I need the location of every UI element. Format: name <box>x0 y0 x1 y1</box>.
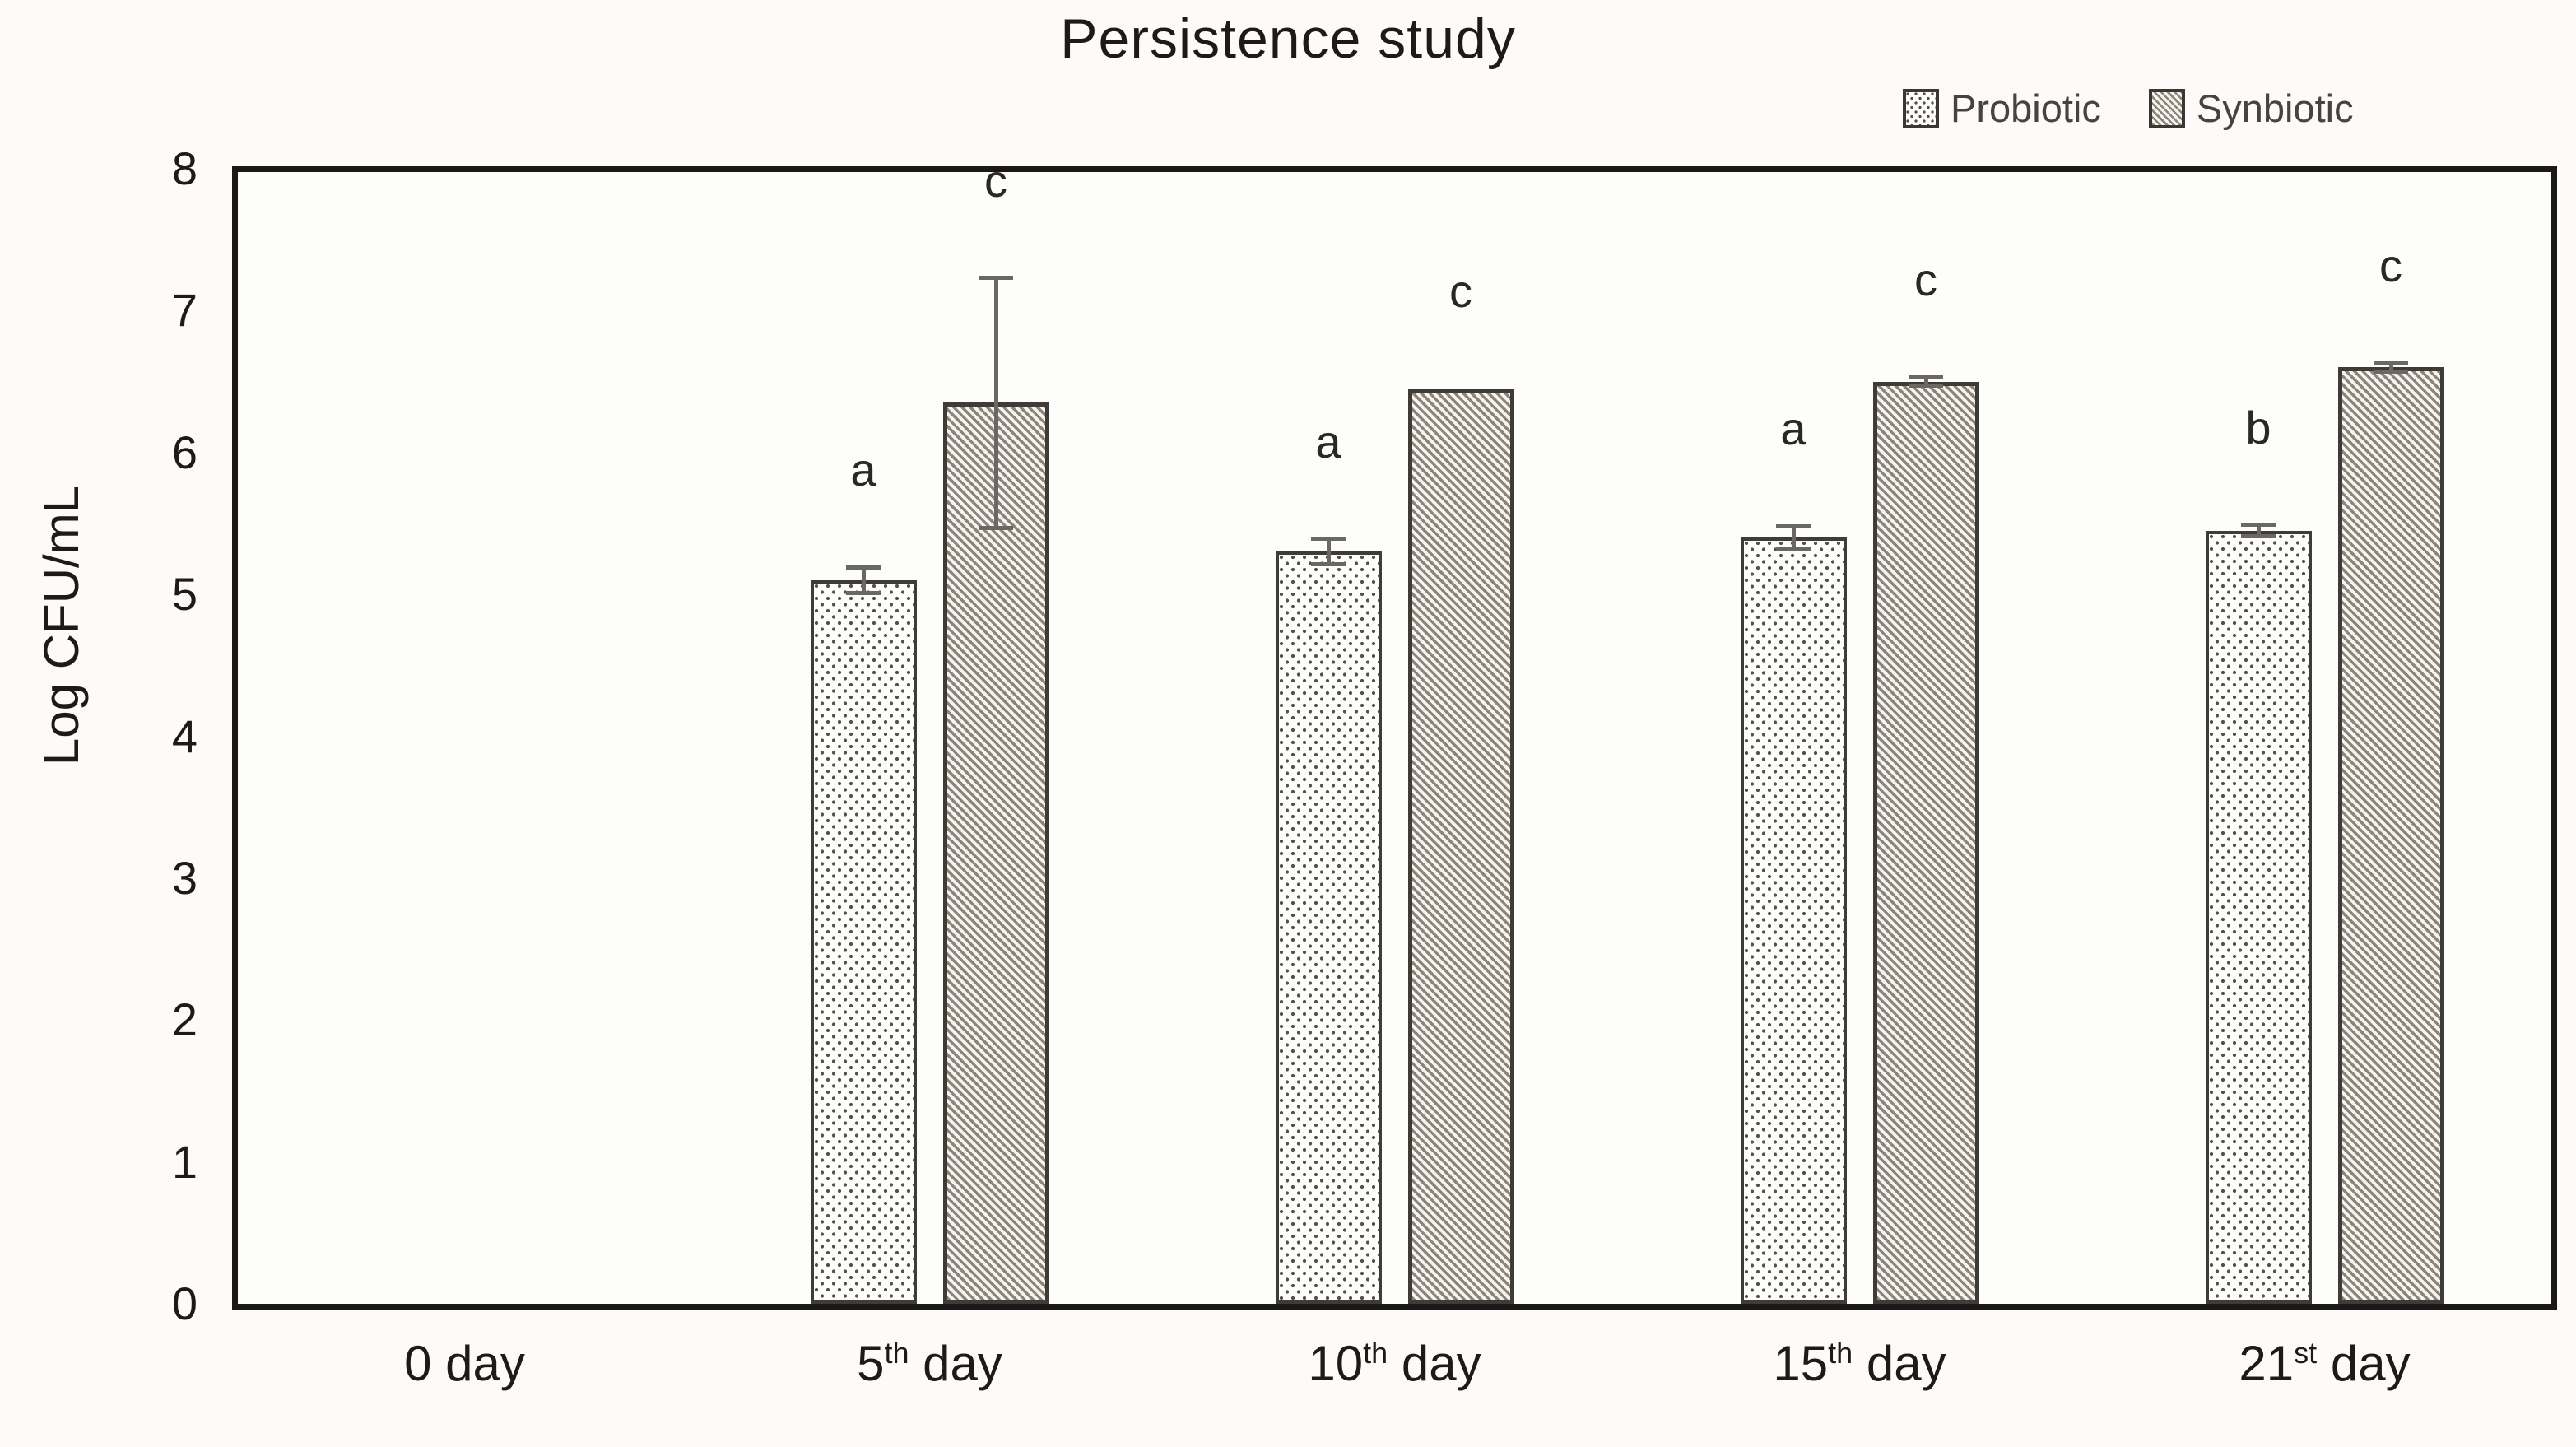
x-tick-label: 0 day <box>404 1336 525 1391</box>
error-bar-cap <box>846 565 881 570</box>
legend-item-synbiotic: Synbiotic <box>2148 86 2354 131</box>
error-bar-cap <box>1311 562 1346 567</box>
probiotic-swatch-icon <box>1903 88 1939 128</box>
synbiotic-swatch-icon <box>2148 88 2185 128</box>
error-bar-cap <box>846 590 881 595</box>
significance-letter: a <box>850 444 876 496</box>
error-bar-cap <box>1776 523 1811 528</box>
error-bar <box>2388 363 2393 372</box>
error-bar-cap <box>1909 375 1943 379</box>
y-tick-label: 4 <box>171 710 198 762</box>
significance-letter: c <box>984 154 1007 207</box>
legend: Probiotic Synbiotic <box>1903 86 2354 131</box>
error-bar-cap <box>2241 523 2276 528</box>
x-tick-label: 5th day <box>857 1336 1002 1391</box>
y-tick-label: 7 <box>171 284 198 337</box>
chart-title: Persistence study <box>1060 7 1516 70</box>
y-tick-label: 3 <box>171 851 198 904</box>
error-bar-cap <box>979 276 1013 281</box>
error-bar <box>861 567 866 593</box>
x-tick-label: 15th day <box>1773 1336 1946 1391</box>
error-bar <box>993 277 998 528</box>
error-bar-cap <box>1909 384 1943 389</box>
bar-probiotic-15th-day <box>1740 537 1847 1304</box>
bar-probiotic-21st-day <box>2205 530 2312 1304</box>
y-tick-label: 5 <box>171 568 198 621</box>
bar-synbiotic-10th-day <box>1407 389 1514 1304</box>
error-bar-cap <box>2374 361 2408 365</box>
significance-letter: a <box>1315 415 1341 468</box>
bar-probiotic-5th-day <box>810 579 917 1304</box>
legend-label-probiotic: Probiotic <box>1951 86 2101 130</box>
error-bar-cap <box>1311 537 1346 542</box>
error-bar-cap <box>979 525 1013 530</box>
y-tick-label: 2 <box>171 993 198 1046</box>
y-tick-label: 8 <box>171 142 198 194</box>
error-bar-cap <box>1776 547 1811 551</box>
error-bar-cap <box>2241 533 2276 538</box>
significance-letter: c <box>1449 265 1472 318</box>
error-bar <box>1326 538 1331 565</box>
error-bar <box>1923 377 1928 386</box>
error-bar <box>2256 524 2261 537</box>
bar-synbiotic-5th-day <box>942 402 1049 1304</box>
significance-letter: b <box>2245 401 2271 454</box>
bar-synbiotic-15th-day <box>1872 381 1979 1304</box>
significance-letter: c <box>1914 254 1937 306</box>
legend-item-probiotic: Probiotic <box>1903 86 2101 131</box>
error-bar <box>1791 526 1796 549</box>
significance-letter: a <box>1780 402 1806 455</box>
error-bar-cap <box>2374 369 2408 374</box>
significance-letter: c <box>2379 240 2402 292</box>
x-tick-label: 21st day <box>2239 1336 2411 1391</box>
x-tick-label: 10th day <box>1308 1336 1481 1391</box>
y-tick-label: 0 <box>171 1277 198 1329</box>
legend-label-synbiotic: Synbiotic <box>2196 86 2354 130</box>
bar-probiotic-10th-day <box>1275 551 1382 1304</box>
bar-synbiotic-21st-day <box>2337 367 2444 1304</box>
y-tick-label: 6 <box>171 426 198 478</box>
y-tick-label: 1 <box>171 1135 198 1188</box>
plot-area <box>232 166 2557 1310</box>
